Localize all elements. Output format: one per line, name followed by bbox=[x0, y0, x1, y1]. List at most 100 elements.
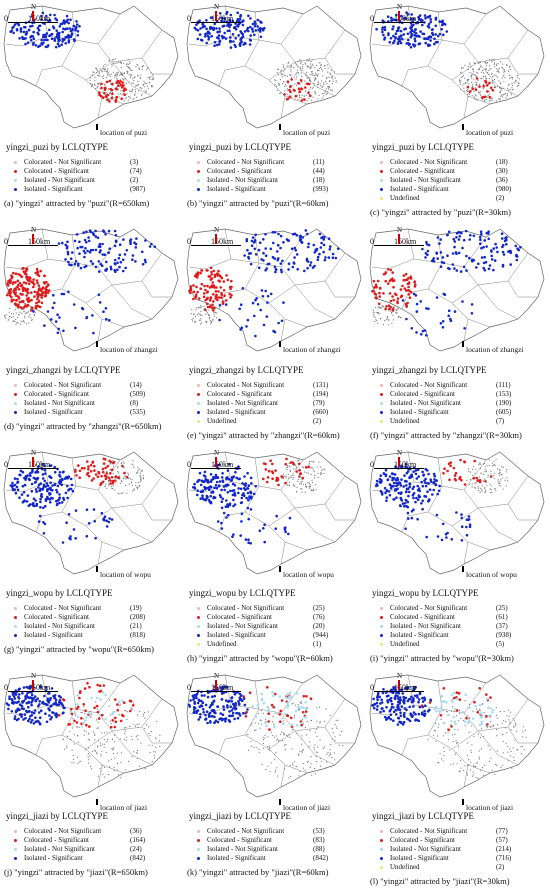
background-points-point bbox=[123, 462, 125, 464]
isolated-significant-point bbox=[389, 718, 393, 721]
isolated-significant-point bbox=[59, 475, 62, 478]
colocated-significant-point bbox=[77, 464, 80, 467]
background-points-point bbox=[283, 74, 285, 76]
background-points-point bbox=[478, 713, 481, 715]
colocated-significant-point bbox=[12, 298, 15, 302]
isolated-significant-point bbox=[455, 232, 459, 235]
isolated-significant-point bbox=[383, 25, 387, 29]
background-points-point bbox=[102, 467, 104, 469]
background-points-point bbox=[108, 88, 110, 90]
colocated-significant-point bbox=[402, 274, 406, 277]
background-points-point bbox=[305, 734, 308, 736]
isolated-significant-point bbox=[405, 487, 409, 491]
background-points-point bbox=[110, 79, 112, 81]
isolated-significant-point bbox=[438, 32, 442, 36]
isolated-significant-point bbox=[30, 693, 34, 697]
background-points-point bbox=[130, 90, 132, 92]
background-points-point bbox=[276, 72, 278, 74]
background-points-point bbox=[80, 760, 82, 762]
isolated-significant-point bbox=[44, 33, 47, 37]
legend-label: Colocated - Significant bbox=[24, 836, 89, 844]
distribution-map bbox=[369, 674, 545, 805]
background-points-point bbox=[22, 321, 24, 323]
isolated-significant-point bbox=[413, 694, 417, 698]
isolated-significant-point bbox=[222, 511, 226, 515]
colocated-significant-point bbox=[25, 268, 29, 271]
isolated-significant-point bbox=[193, 26, 197, 30]
background-points-point bbox=[312, 467, 314, 469]
isolated-significant-point bbox=[202, 711, 205, 714]
colocated-significant-point bbox=[289, 461, 293, 464]
legend-label: Colocated - Not Significant bbox=[390, 381, 468, 389]
background-points-point bbox=[498, 473, 500, 475]
isolated-significant-point bbox=[48, 464, 52, 468]
background-points-point bbox=[319, 739, 321, 741]
background-points-point bbox=[303, 471, 305, 473]
isolated-significant-point bbox=[196, 709, 200, 712]
background-points-point bbox=[94, 733, 96, 735]
isolated-significant-point bbox=[423, 329, 427, 332]
isolated-significant-point bbox=[247, 257, 251, 260]
scale-bar-group: 0 150km N bbox=[4, 450, 64, 470]
isolated-significant-point bbox=[386, 699, 389, 702]
background-points-point bbox=[72, 722, 74, 724]
background-points-point bbox=[62, 738, 64, 740]
legend-count: (8) bbox=[130, 399, 139, 407]
isolated-significant-point bbox=[88, 229, 92, 232]
background-points-point bbox=[316, 728, 318, 730]
background-points-point bbox=[314, 731, 317, 733]
legend-label: Colocated - Significant bbox=[207, 836, 272, 844]
colocated-significant-point bbox=[98, 684, 102, 687]
north-arrow-label: N bbox=[397, 449, 403, 457]
background-points-point bbox=[141, 66, 143, 68]
isolated-significant-point bbox=[306, 260, 310, 263]
isolated-significant-point bbox=[509, 263, 512, 266]
legend-swatch bbox=[197, 393, 200, 396]
isolated-significant-point bbox=[382, 688, 385, 691]
legend-label: Undefined bbox=[390, 640, 420, 648]
isolated-significant-point bbox=[19, 713, 22, 716]
colocated-significant-point bbox=[203, 284, 206, 288]
background-points-point bbox=[138, 765, 141, 767]
legend-entry: Colocated - Not Significant (25) bbox=[380, 604, 548, 613]
background-points-point bbox=[123, 62, 125, 64]
colocated-significant-point bbox=[32, 285, 35, 289]
isolated-significant-point bbox=[404, 27, 408, 31]
background-points-point bbox=[139, 472, 141, 474]
background-points-point bbox=[125, 96, 127, 98]
background-points-point bbox=[298, 469, 300, 471]
isolated-significant-point bbox=[49, 13, 52, 17]
isolated-significant-point bbox=[262, 527, 265, 530]
legend-label: Isolated - Significant bbox=[24, 854, 83, 862]
background-points-point bbox=[139, 76, 141, 78]
background-points-point bbox=[289, 484, 291, 486]
background-points-point bbox=[380, 307, 382, 309]
background-points-point bbox=[326, 761, 328, 763]
background-points-point bbox=[297, 98, 299, 101]
isolated-significant-point bbox=[442, 292, 446, 296]
isolated-significant-point bbox=[402, 33, 406, 36]
background-points-point bbox=[314, 79, 316, 81]
background-points-point bbox=[122, 93, 124, 95]
isolated-significant-point bbox=[34, 477, 37, 480]
background-points-point bbox=[310, 720, 312, 722]
background-points-point bbox=[111, 487, 113, 489]
background-points-point bbox=[314, 773, 316, 775]
colocated-significant-point bbox=[35, 267, 39, 271]
isolated-significant-point bbox=[385, 705, 388, 709]
location-marker bbox=[96, 799, 98, 805]
distribution-map bbox=[369, 451, 545, 575]
isolated-significant-point bbox=[227, 513, 230, 517]
isolated-significant-point bbox=[414, 469, 418, 472]
legend-label: Undefined bbox=[207, 417, 237, 425]
isolated-significant-point bbox=[244, 538, 248, 541]
isolated-significant-point bbox=[413, 45, 416, 48]
colocated-significant-point bbox=[8, 281, 12, 285]
panel-caption: (b) "yingzi" attracted by "puzi"(R=60km) bbox=[187, 198, 329, 208]
background-points-point bbox=[301, 81, 303, 83]
background-points-point bbox=[260, 709, 262, 712]
background-points-point bbox=[314, 768, 316, 770]
isolated-significant-point bbox=[272, 329, 275, 333]
colocated-significant-point bbox=[288, 88, 291, 92]
isolated-significant-point bbox=[312, 243, 316, 247]
